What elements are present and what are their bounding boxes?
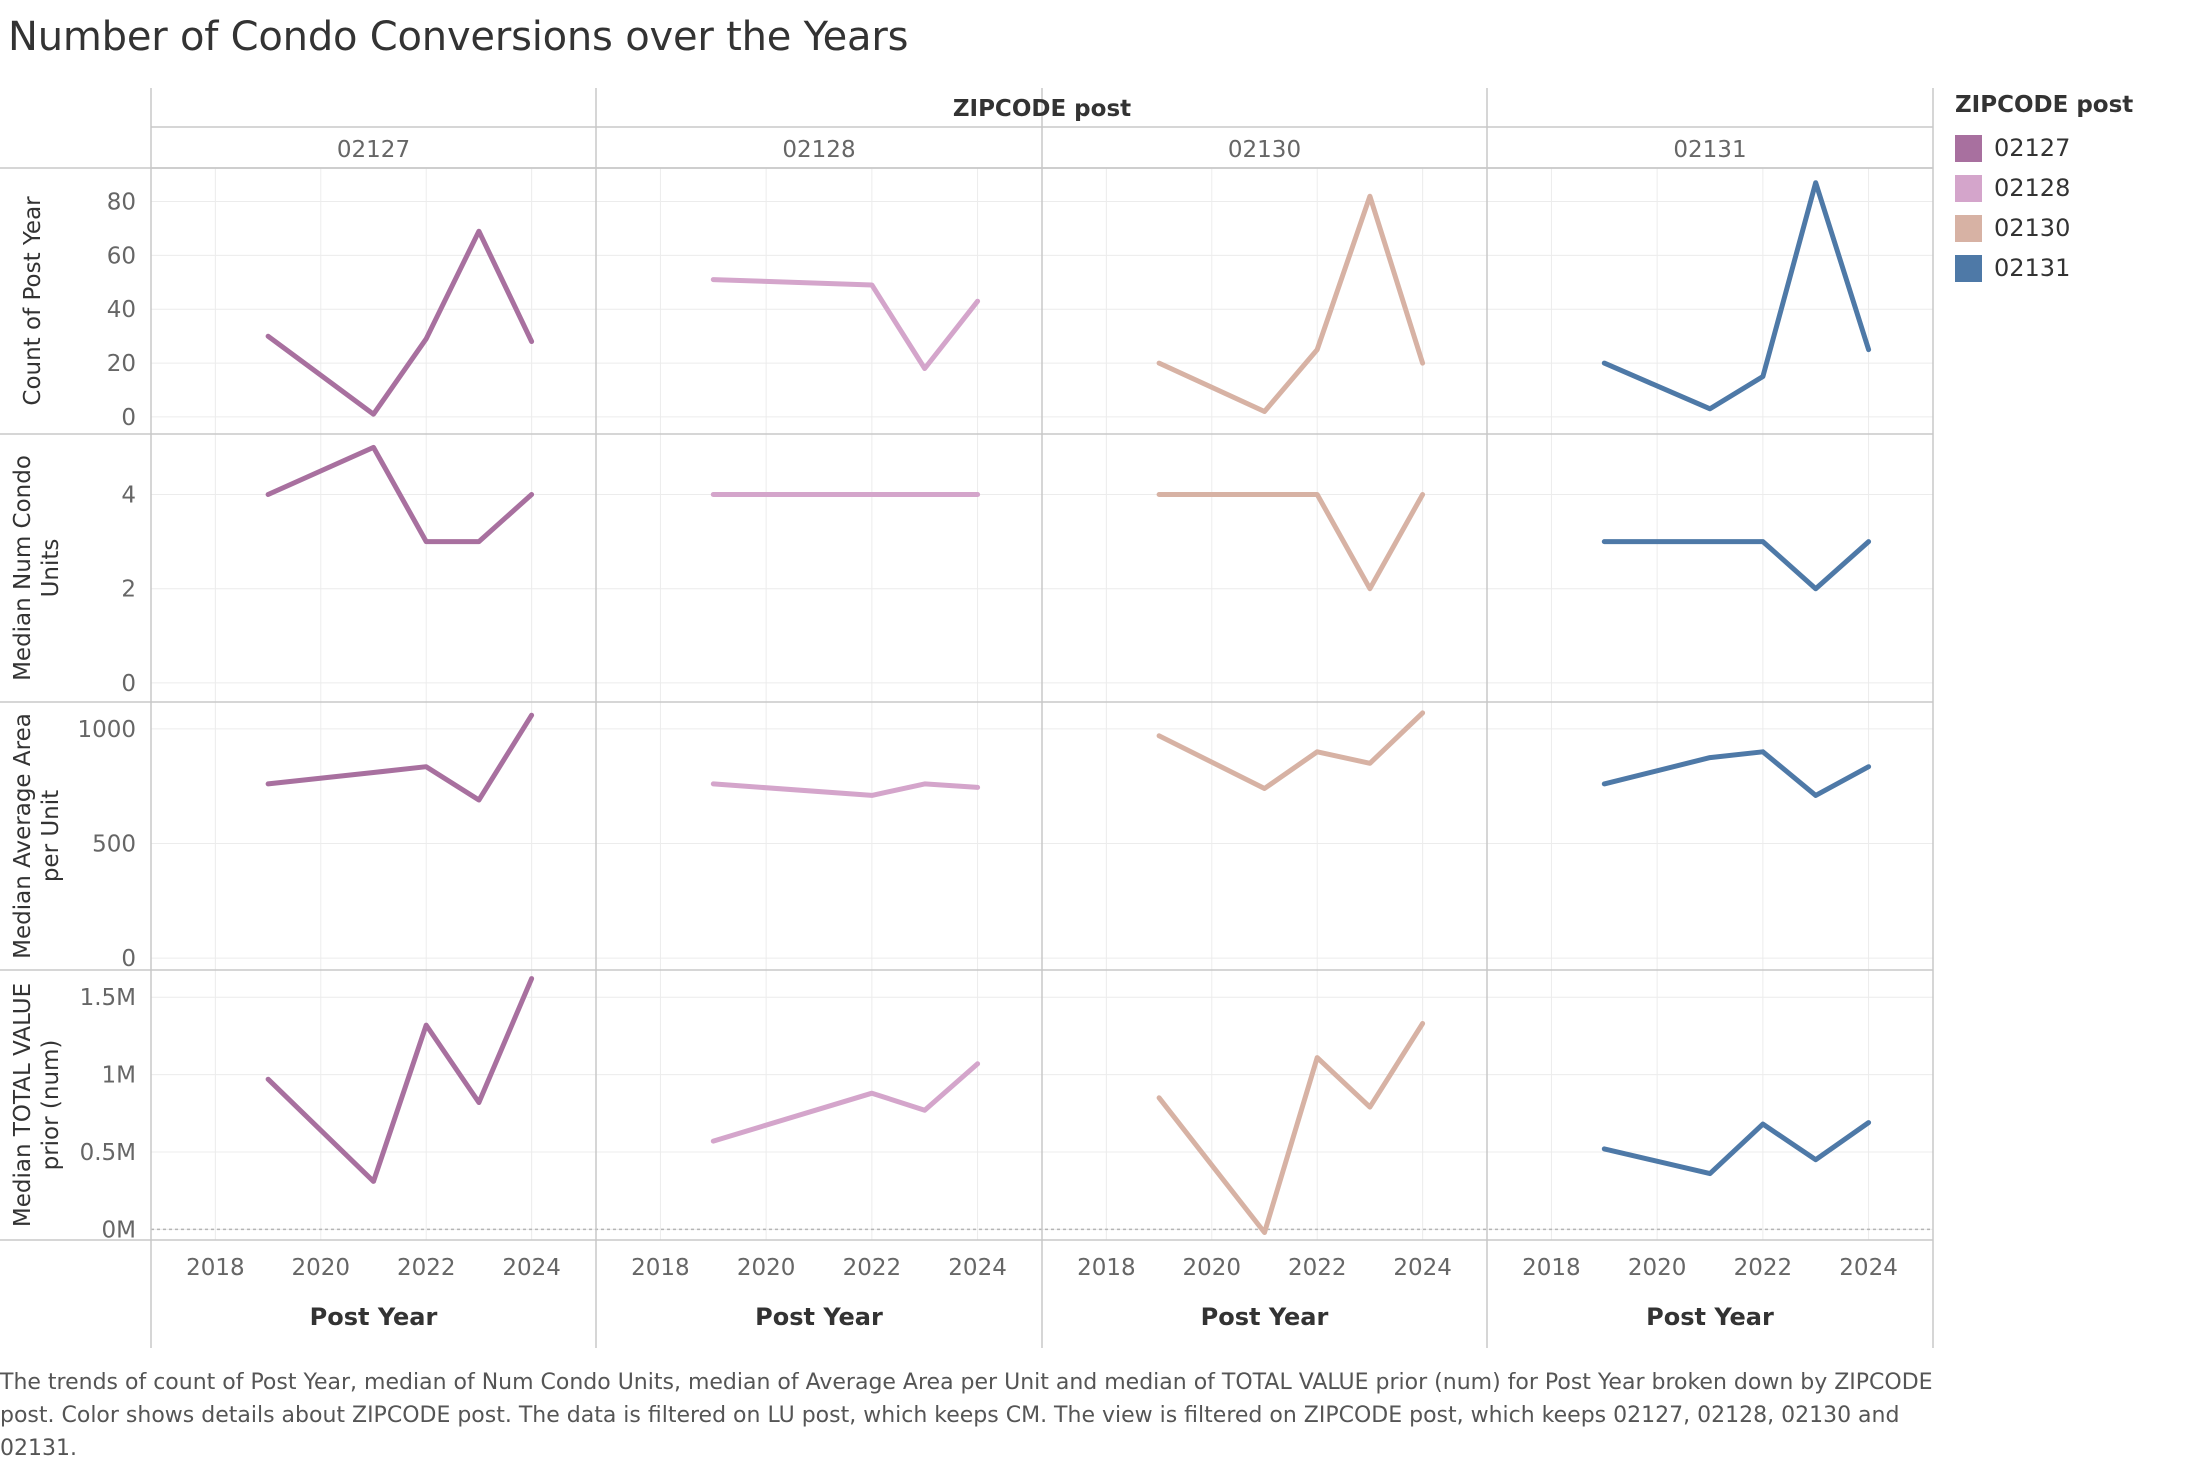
y-tick-label: 2 — [121, 577, 136, 603]
x-tick-label: 2020 — [737, 1255, 796, 1281]
legend-label: 02128 — [1994, 174, 2071, 202]
column-label: 02130 — [1228, 137, 1301, 163]
series-line-02127 — [265, 228, 535, 417]
legend-swatch — [1955, 134, 1982, 162]
y-axis-label: prior (num) — [38, 1040, 64, 1171]
chart-area: ZIPCODE post 02127 02128 02130 02131 Count of… — [0, 88, 1934, 1348]
y-tick-label: 80 — [107, 190, 136, 216]
column-label: 02127 — [337, 137, 410, 163]
y-axis-label: per Unit — [38, 790, 64, 882]
y-axis-label: Median Num Condo — [10, 455, 36, 681]
series-line-02130 — [1156, 1021, 1426, 1235]
column-label: 02128 — [782, 137, 855, 163]
series-line-02128 — [710, 781, 981, 798]
x-axis-title: Post Year — [755, 1303, 883, 1331]
x-axis-title: Post Year — [1646, 1303, 1774, 1331]
chart-caption: The trends of count of Post Year, median… — [0, 1370, 1933, 1461]
y-axis-label: Median TOTAL VALUE — [10, 983, 36, 1227]
x-tick-label: 2022 — [397, 1255, 456, 1281]
x-tick-label: 2024 — [502, 1255, 561, 1281]
legend-swatch — [1955, 254, 1982, 282]
y-tick-label: 20 — [107, 351, 136, 377]
series-line-02128 — [710, 277, 981, 371]
y-tick-label: 40 — [107, 297, 136, 323]
series-line-02128 — [710, 1061, 981, 1144]
x-tick-label: 2022 — [1734, 1255, 1793, 1281]
x-tick-label: 2024 — [1393, 1255, 1452, 1281]
series-line-02127 — [265, 712, 535, 803]
series-line-02131 — [1601, 539, 1872, 592]
y-axis-label: Median Average Area — [10, 713, 36, 959]
legend-swatch — [1955, 174, 1982, 202]
legend-swatch — [1955, 214, 1982, 242]
y-axis-label: Count of Post Year — [20, 196, 46, 406]
legend-item-02127[interactable]: 02127 — [1955, 128, 2133, 168]
x-tick-label: 2018 — [631, 1255, 690, 1281]
x-tick-label: 2020 — [1628, 1255, 1687, 1281]
series-line-02130 — [1156, 193, 1426, 414]
legend[interactable]: ZIPCODE post 02127 02128 02130 02131 — [1955, 92, 2133, 288]
y-tick-label: 0M — [102, 1217, 136, 1243]
series-line-02131 — [1601, 749, 1872, 798]
y-axis-label: Units — [38, 539, 64, 598]
legend-title: ZIPCODE post — [1955, 92, 2134, 118]
y-tick-label: 0.5M — [80, 1140, 136, 1166]
x-tick-label: 2024 — [948, 1255, 1007, 1281]
x-tick-label: 2020 — [1183, 1255, 1242, 1281]
series-line-02127 — [265, 976, 535, 1184]
series-line-02130 — [1156, 492, 1426, 592]
column-header-title: ZIPCODE post — [953, 96, 1131, 122]
series-line-02131 — [1601, 180, 1872, 412]
series-line-02131 — [1601, 1120, 1872, 1177]
x-tick-label: 2018 — [1077, 1255, 1136, 1281]
y-tick-label: 1000 — [77, 717, 136, 743]
x-axis-title: Post Year — [1201, 1303, 1329, 1331]
y-tick-label: 60 — [107, 243, 136, 269]
series-line-02127 — [265, 444, 535, 545]
y-tick-label: 0 — [121, 671, 136, 697]
y-tick-label: 500 — [92, 832, 136, 858]
y-tick-label: 4 — [121, 483, 136, 509]
y-tick-label: 0 — [121, 946, 136, 972]
legend-label: 02131 — [1994, 254, 2071, 282]
x-tick-label: 2022 — [1288, 1255, 1347, 1281]
x-tick-label: 2020 — [292, 1255, 351, 1281]
legend-item-02128[interactable]: 02128 — [1955, 168, 2133, 208]
x-tick-label: 2018 — [1522, 1255, 1581, 1281]
column-label: 02131 — [1673, 137, 1746, 163]
y-tick-label: 1M — [102, 1063, 136, 1089]
x-tick-label: 2018 — [186, 1255, 245, 1281]
x-tick-label: 2024 — [1839, 1255, 1898, 1281]
x-axis-title: Post Year — [310, 1303, 438, 1331]
y-tick-label: 0 — [121, 405, 136, 431]
legend-label: 02127 — [1994, 134, 2071, 162]
chart-title: Number of Condo Conversions over the Yea… — [8, 14, 909, 60]
x-tick-label: 2022 — [843, 1255, 902, 1281]
legend-label: 02130 — [1994, 214, 2071, 242]
y-tick-label: 1.5M — [80, 985, 136, 1011]
series-line-02130 — [1156, 710, 1426, 791]
legend-item-02131[interactable]: 02131 — [1955, 248, 2133, 288]
legend-item-02130[interactable]: 02130 — [1955, 208, 2133, 248]
